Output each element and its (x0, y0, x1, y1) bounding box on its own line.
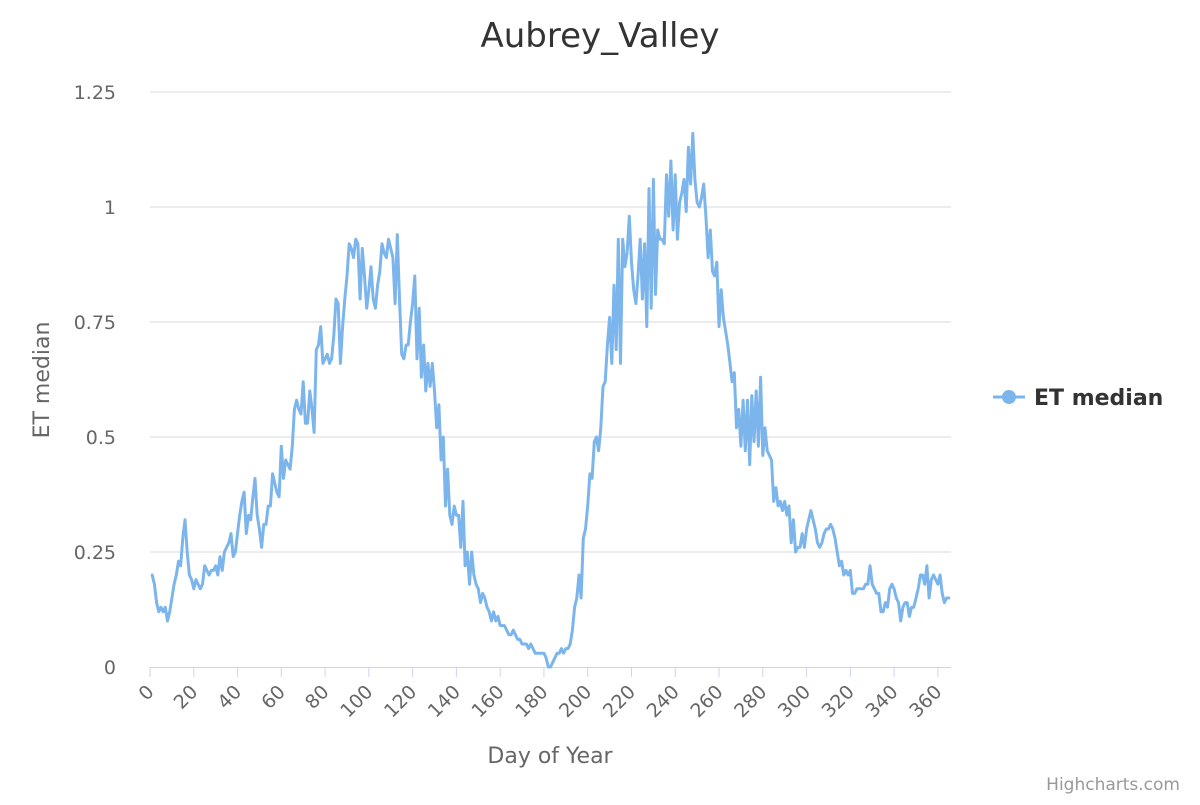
y-tick-label: 1.25 (74, 82, 116, 104)
chart-title: Aubrey_Valley (480, 16, 719, 56)
credits-link[interactable]: Highcharts.com (1046, 775, 1180, 795)
series-line-et-median (150, 131, 951, 669)
legend: ET median (993, 386, 1163, 411)
legend-marker-icon (1002, 390, 1016, 404)
x-axis-title: Day of Year (487, 744, 613, 769)
y-tick-label: 1 (104, 197, 116, 219)
x-axis-ticks (149, 667, 939, 677)
y-tick-label: 0 (104, 657, 116, 679)
y-tick-label: 0.25 (74, 542, 116, 564)
y-tick-label: 0.5 (86, 427, 116, 449)
legend-label: ET median (1034, 386, 1163, 411)
grid-lines (150, 91, 951, 553)
y-axis-title: ET median (30, 322, 55, 439)
legend-item-et-median[interactable]: ET median (993, 386, 1163, 411)
y-axis-tick-labels: 0 0.25 0.5 0.75 1 1.25 (74, 82, 116, 679)
y-tick-label: 0.75 (74, 312, 116, 334)
